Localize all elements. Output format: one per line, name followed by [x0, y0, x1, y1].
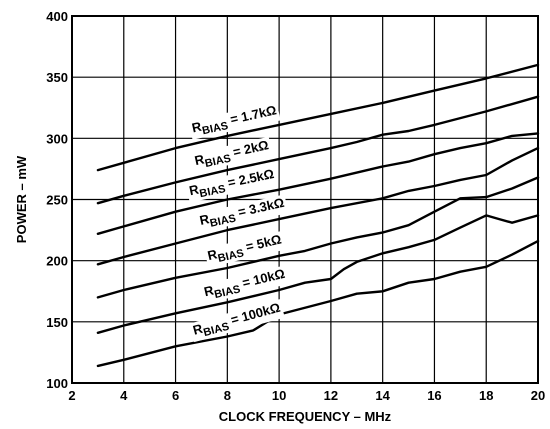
series-label-r: R: [203, 282, 216, 299]
y-tick-labels: 100 150 200 250 300 350 400: [46, 9, 68, 391]
series-line: [96, 176, 540, 299]
series-label-sub: BIAS: [217, 247, 245, 265]
series-line: [96, 95, 540, 205]
y-tick-label: 250: [46, 193, 68, 208]
series-label: RBIAS = 2.5kΩ: [185, 165, 279, 203]
series-label: RBIAS = 2kΩ: [191, 136, 273, 173]
y-tick-label: 200: [46, 254, 68, 269]
series-label-r: R: [188, 181, 201, 198]
series-label-r: R: [206, 246, 219, 263]
x-tick-label: 12: [324, 388, 338, 403]
x-tick-label: 20: [531, 388, 545, 403]
x-tick-label: 14: [375, 388, 390, 403]
series-label-background: [188, 101, 281, 140]
series-label: RBIAS = 5kΩ: [204, 231, 286, 268]
series-label-sub: BIAS: [201, 120, 229, 137]
series-line: [96, 146, 540, 266]
series-line: [96, 214, 540, 334]
x-tick-labels: 2 4 6 8 10 12 14 16 18 20: [68, 388, 545, 403]
series-label-background: [191, 136, 273, 173]
grid: [71, 15, 539, 384]
series-label-background: [204, 231, 286, 268]
series-label-sub: BIAS: [209, 212, 237, 229]
series-line: [96, 63, 540, 172]
series-label-sub: BIAS: [213, 283, 241, 301]
y-axis-title: POWER – mW: [14, 155, 29, 243]
y-tick-label: 100: [46, 376, 68, 391]
x-tick-label: 18: [479, 388, 493, 403]
series-label-background: [189, 299, 285, 343]
series-label-background: [196, 194, 289, 233]
y-tick-label: 400: [46, 9, 68, 24]
series-label-sub: BIAS: [204, 153, 232, 170]
series-label: RBIAS = 100kΩ: [189, 299, 285, 343]
x-tick-label: 16: [427, 388, 441, 403]
series-line: [96, 132, 540, 235]
series-label-background: [185, 165, 279, 203]
series-lines: [96, 63, 540, 368]
y-tick-label: 350: [46, 70, 68, 85]
plot-area-frame: [71, 15, 539, 384]
series-label-sub: BIAS: [198, 183, 226, 200]
series-line: [96, 239, 540, 368]
series-label-r: R: [198, 211, 211, 228]
x-tick-label: 4: [120, 388, 128, 403]
y-tick-label: 150: [46, 315, 68, 330]
x-tick-label: 2: [68, 388, 75, 403]
series-label-background: [200, 265, 290, 304]
x-axis-title: CLOCK FREQUENCY – MHz: [219, 409, 392, 424]
series-label-r: R: [190, 119, 203, 136]
series-label-r: R: [193, 151, 206, 168]
x-tick-label: 6: [172, 388, 179, 403]
series-label: RBIAS = 1.7kΩ: [188, 101, 281, 140]
x-tick-label: 10: [272, 388, 286, 403]
x-tick-label: 8: [224, 388, 231, 403]
y-tick-label: 300: [46, 131, 68, 146]
